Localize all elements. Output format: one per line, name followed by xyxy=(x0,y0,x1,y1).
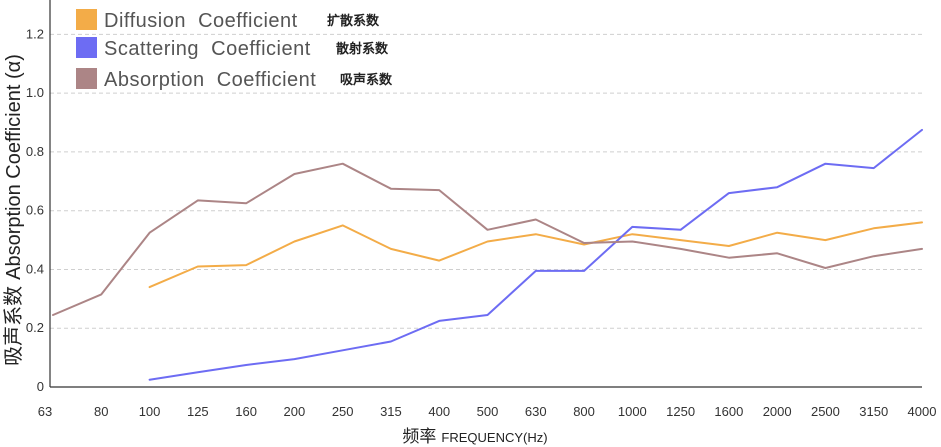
legend-label-scattering-cn: 散射系数 xyxy=(336,41,389,57)
x-tick-label: 1600 xyxy=(714,404,743,419)
y-axis-title: 吸声系数 Absorption Coefficient (α) xyxy=(1,54,25,366)
x-axis-title: 频率 FREQUENCY(Hz) xyxy=(402,427,547,447)
x-tick-label: 800 xyxy=(573,404,595,419)
legend-label-absorption: Absorption Coefficient xyxy=(104,69,316,91)
x-tick-label: 4000 xyxy=(908,404,937,419)
x-tick-label: 630 xyxy=(525,404,547,419)
x-tick-label: 2000 xyxy=(763,404,792,419)
y-axis-title-cn: 吸声系数 xyxy=(1,286,25,366)
x-tick-label: 100 xyxy=(139,404,161,419)
gridlines xyxy=(50,33,922,329)
legend-item-absorption: Absorption Coefficient 吸声系数 xyxy=(76,68,393,91)
x-axis-title-cn: 频率 xyxy=(402,427,436,447)
x-tick-label: 200 xyxy=(284,404,306,419)
legend-item-diffusion: Diffusion Coefficient 扩散系数 xyxy=(76,9,380,32)
y-tick-label: 0.4 xyxy=(26,261,44,276)
series-lines xyxy=(52,128,923,381)
y-tick-label: 0.8 xyxy=(26,144,44,159)
legend-swatch-absorption xyxy=(76,68,97,89)
x-tick-label: 250 xyxy=(332,404,354,419)
legend-label-scattering: Scattering Coefficient xyxy=(104,38,311,60)
y-tick-label: 0.6 xyxy=(26,203,44,218)
x-tick-label: 1000 xyxy=(618,404,647,419)
x-tick-label: 400 xyxy=(428,404,450,419)
x-tick-label: 80 xyxy=(94,404,108,419)
legend: Diffusion Coefficient 扩散系数 Scattering Co… xyxy=(76,9,393,91)
x-axis-title-en: FREQUENCY(Hz) xyxy=(441,430,547,445)
y-tick-label: 1.0 xyxy=(26,85,44,100)
y-tick-labels: 0 0.2 0.4 0.6 0.8 1.0 1.2 xyxy=(26,26,44,394)
x-tick-label: 125 xyxy=(187,404,209,419)
legend-label-diffusion-cn: 扩散系数 xyxy=(327,13,380,29)
x-tick-label: 315 xyxy=(380,404,402,419)
legend-item-scattering: Scattering Coefficient 散射系数 xyxy=(76,37,389,60)
y-tick-label: 1.2 xyxy=(26,26,44,41)
y-tick-label: 0.2 xyxy=(26,320,44,335)
legend-label-diffusion: Diffusion Coefficient xyxy=(104,10,298,32)
x-tick-label: 1250 xyxy=(666,404,695,419)
y-tick-label: 0 xyxy=(37,379,44,394)
series-line-diffusion xyxy=(148,221,923,289)
series-line-absorption xyxy=(52,162,923,316)
x-tick-label: 500 xyxy=(477,404,499,419)
legend-swatch-scattering xyxy=(76,37,97,58)
series-line-scattering xyxy=(148,128,923,381)
x-tick-label: 3150 xyxy=(859,404,888,419)
x-tick-label: 2500 xyxy=(811,404,840,419)
y-axis-title-en: Absorption Coefficient (α) xyxy=(3,54,25,280)
legend-label-absorption-cn: 吸声系数 xyxy=(340,72,393,88)
x-tick-label: 160 xyxy=(235,404,257,419)
x-tick-label: 63 xyxy=(38,404,52,419)
x-tick-labels: 63 80 100 125 160 200 250 315 400 500 630 800 1000 12… xyxy=(38,404,937,419)
legend-swatch-diffusion xyxy=(76,9,97,30)
